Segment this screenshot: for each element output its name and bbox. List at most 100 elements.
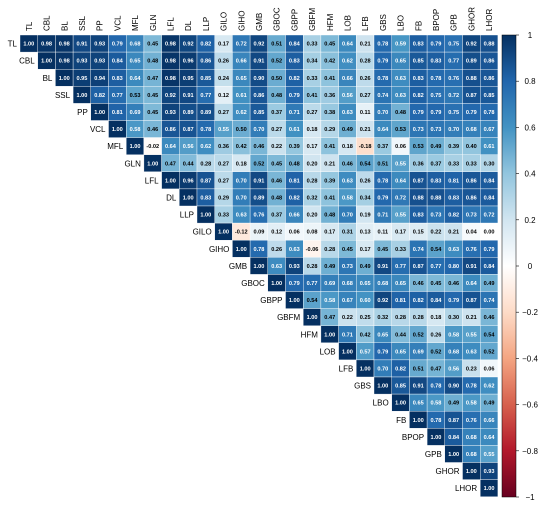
cell-value: 0.98 <box>165 76 176 82</box>
cell-value: 0.29 <box>218 195 229 201</box>
cell-value: 0.78 <box>431 418 442 424</box>
color-scale-bar <box>501 34 517 498</box>
cell-value: 0.64 <box>377 127 389 133</box>
cell-value: 0.28 <box>395 315 406 321</box>
cell-value: 0.66 <box>342 76 353 82</box>
cell-value: 0.27 <box>218 161 229 167</box>
cell-value: 0.84 <box>484 264 496 270</box>
cell-value: 0.52 <box>271 59 282 65</box>
column-label-pp: PP <box>96 20 105 31</box>
cell-value: 0.86 <box>466 195 477 201</box>
cell-value: 0.54 <box>360 161 372 167</box>
cell-value: 0.82 <box>448 213 459 219</box>
cell-value: 0.45 <box>147 42 158 48</box>
cell-value: 0.55 <box>218 127 229 133</box>
cell-value: 0.83 <box>200 195 211 201</box>
cell-value: 0.72 <box>236 42 247 48</box>
cell-value: 0.84 <box>484 195 496 201</box>
cell-value: 0.83 <box>112 76 123 82</box>
cell-value: 0.89 <box>466 59 477 65</box>
cell-value: 0.55 <box>395 213 406 219</box>
color-scale-tick-label: −0.8 <box>522 447 538 456</box>
cell-value: 0.65 <box>395 59 406 65</box>
cell-value: 0.82 <box>200 42 211 48</box>
cell-value: 1.00 <box>23 42 34 48</box>
row-label-pp: PP <box>77 108 88 117</box>
cell-value: 0.80 <box>448 264 459 270</box>
cell-value: 0.89 <box>200 110 211 116</box>
cell-value: 0.88 <box>466 76 477 82</box>
cell-value: 0.55 <box>395 161 406 167</box>
cell-value: 0.83 <box>431 178 442 184</box>
cell-value: 0.73 <box>466 213 477 219</box>
cell-value: 0.79 <box>431 42 442 48</box>
cell-value: 0.47 <box>324 315 335 321</box>
cell-value: 0.25 <box>360 315 371 321</box>
cell-value: 0.95 <box>183 76 194 82</box>
cell-value: 0.37 <box>271 110 282 116</box>
cell-value: 0.70 <box>236 178 247 184</box>
cell-value: 0.70 <box>342 213 353 219</box>
cell-value: 1.00 <box>200 213 211 219</box>
cell-value: 0.78 <box>377 76 388 82</box>
column-label-lfb: LFB <box>361 16 370 31</box>
cell-value: 1.00 <box>165 178 176 184</box>
cell-value: 0.36 <box>413 161 424 167</box>
column-label-gboc: GBOC <box>273 7 282 31</box>
cell-value: 0.33 <box>307 76 318 82</box>
cell-value: 0.75 <box>431 93 442 99</box>
row-label-tl: TL <box>8 40 18 49</box>
cell-value: 0.44 <box>395 332 407 338</box>
cell-value: 0.54 <box>431 247 443 253</box>
column-label-lob: LOB <box>343 15 352 31</box>
cell-value: 0.28 <box>324 247 335 253</box>
cell-value: 0.28 <box>200 161 211 167</box>
cell-value: 0.21 <box>466 315 477 321</box>
cell-value: 0.63 <box>448 247 459 253</box>
cell-value: 0.64 <box>395 178 407 184</box>
cell-value: 0.77 <box>112 93 123 99</box>
cell-value: 0.91 <box>254 59 265 65</box>
cell-value: 1.00 <box>112 127 123 133</box>
cell-value: 0.48 <box>271 195 282 201</box>
cell-value: 0.65 <box>413 401 424 407</box>
cell-value: 0.51 <box>271 42 282 48</box>
cell-value: 0.49 <box>431 144 442 150</box>
cell-value: 0.72 <box>484 213 495 219</box>
cell-value: 0.50 <box>271 76 282 82</box>
cell-value: 0.79 <box>413 110 424 116</box>
cell-value: 0.53 <box>395 127 406 133</box>
cell-value: 0.85 <box>395 384 406 390</box>
cell-value: 0.47 <box>165 161 176 167</box>
cell-value: 0.62 <box>342 59 353 65</box>
cell-value: 0.37 <box>271 213 282 219</box>
cell-value: 0.78 <box>484 110 495 116</box>
cell-value: 0.70 <box>377 110 388 116</box>
cell-value: 0.61 <box>236 93 247 99</box>
row-label-lob: LOB <box>320 347 336 356</box>
cell-value: 1.00 <box>254 264 265 270</box>
cell-value: 0.78 <box>377 178 388 184</box>
cell-value: 0.82 <box>289 195 300 201</box>
cell-value: 0.49 <box>324 264 335 270</box>
cell-value: 0.82 <box>413 93 424 99</box>
cell-value: 0.86 <box>484 59 495 65</box>
cell-value: 0.33 <box>466 161 477 167</box>
cell-value: 1.00 <box>324 332 335 338</box>
cell-value: 1.00 <box>377 384 388 390</box>
cell-value: 0.49 <box>360 264 371 270</box>
cell-value: 0.33 <box>218 213 229 219</box>
cell-value: -0.02 <box>146 144 159 150</box>
cell-value: 0.87 <box>183 127 194 133</box>
row-label-giho: GIHO <box>209 245 229 254</box>
cell-value: 0.93 <box>77 59 88 65</box>
row-label-gln: GLN <box>124 159 141 168</box>
row-label-dl: DL <box>166 193 177 202</box>
cell-value: 1.00 <box>183 195 194 201</box>
cell-value: 0.77 <box>200 93 211 99</box>
cell-value: 0.91 <box>413 384 424 390</box>
cell-value: 0.46 <box>413 281 424 287</box>
cell-value: 0.58 <box>324 298 335 304</box>
cell-value: 0.20 <box>307 161 318 167</box>
